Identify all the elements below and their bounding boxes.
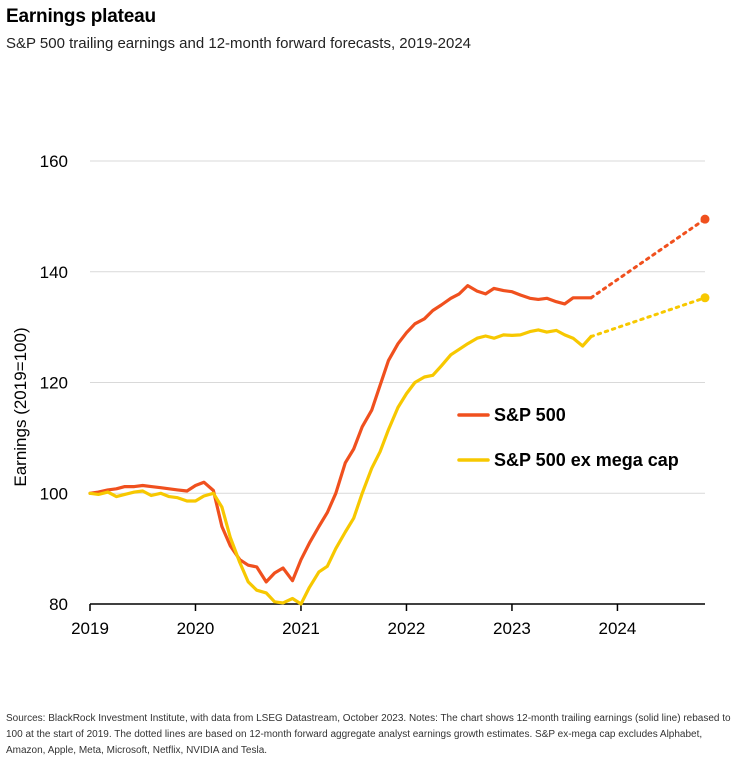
x-tick-label-2024: 2024 [599, 619, 637, 638]
grid-lines [90, 160, 705, 494]
forecast-point-0 [700, 214, 710, 224]
forecast-line-1 [589, 296, 707, 339]
y-tick-label-120: 120 [40, 374, 68, 393]
chart-subtitle: S&P 500 trailing earnings and 12-month f… [6, 35, 472, 52]
x-tick-label-2023: 2023 [493, 619, 531, 638]
series-lines [88, 214, 710, 606]
series-line-0 [88, 284, 593, 584]
y-tick-label-100: 100 [40, 484, 68, 503]
legend-label-0: S&P 500 [494, 405, 566, 425]
forecast-line-0 [589, 217, 707, 300]
x-tick-label-2022: 2022 [388, 619, 426, 638]
y-tick-label-140: 140 [40, 263, 68, 282]
x-tick-label-2019: 2019 [71, 619, 109, 638]
forecast-point-1 [700, 293, 710, 303]
legend-label-1: S&P 500 ex mega cap [494, 450, 679, 470]
x-tick-labels: 2019 2020 2021 2022 2023 2024 [71, 619, 636, 638]
legend: S&P 500 S&P 500 ex mega cap [457, 405, 679, 470]
x-tick-label-2020: 2020 [177, 619, 215, 638]
source-note: Sources: BlackRock Investment Institute,… [6, 713, 731, 756]
y-tick-label-160: 160 [40, 152, 68, 171]
y-axis-label: Earnings (2019=100) [11, 327, 30, 486]
chart-title: Earnings plateau [6, 6, 156, 27]
series-line-1 [88, 328, 593, 606]
x-tick-label-2021: 2021 [282, 619, 320, 638]
y-tick-label-80: 80 [49, 595, 68, 614]
x-axis [89, 603, 705, 611]
y-tick-labels: 80 100 120 140 160 [40, 152, 68, 614]
